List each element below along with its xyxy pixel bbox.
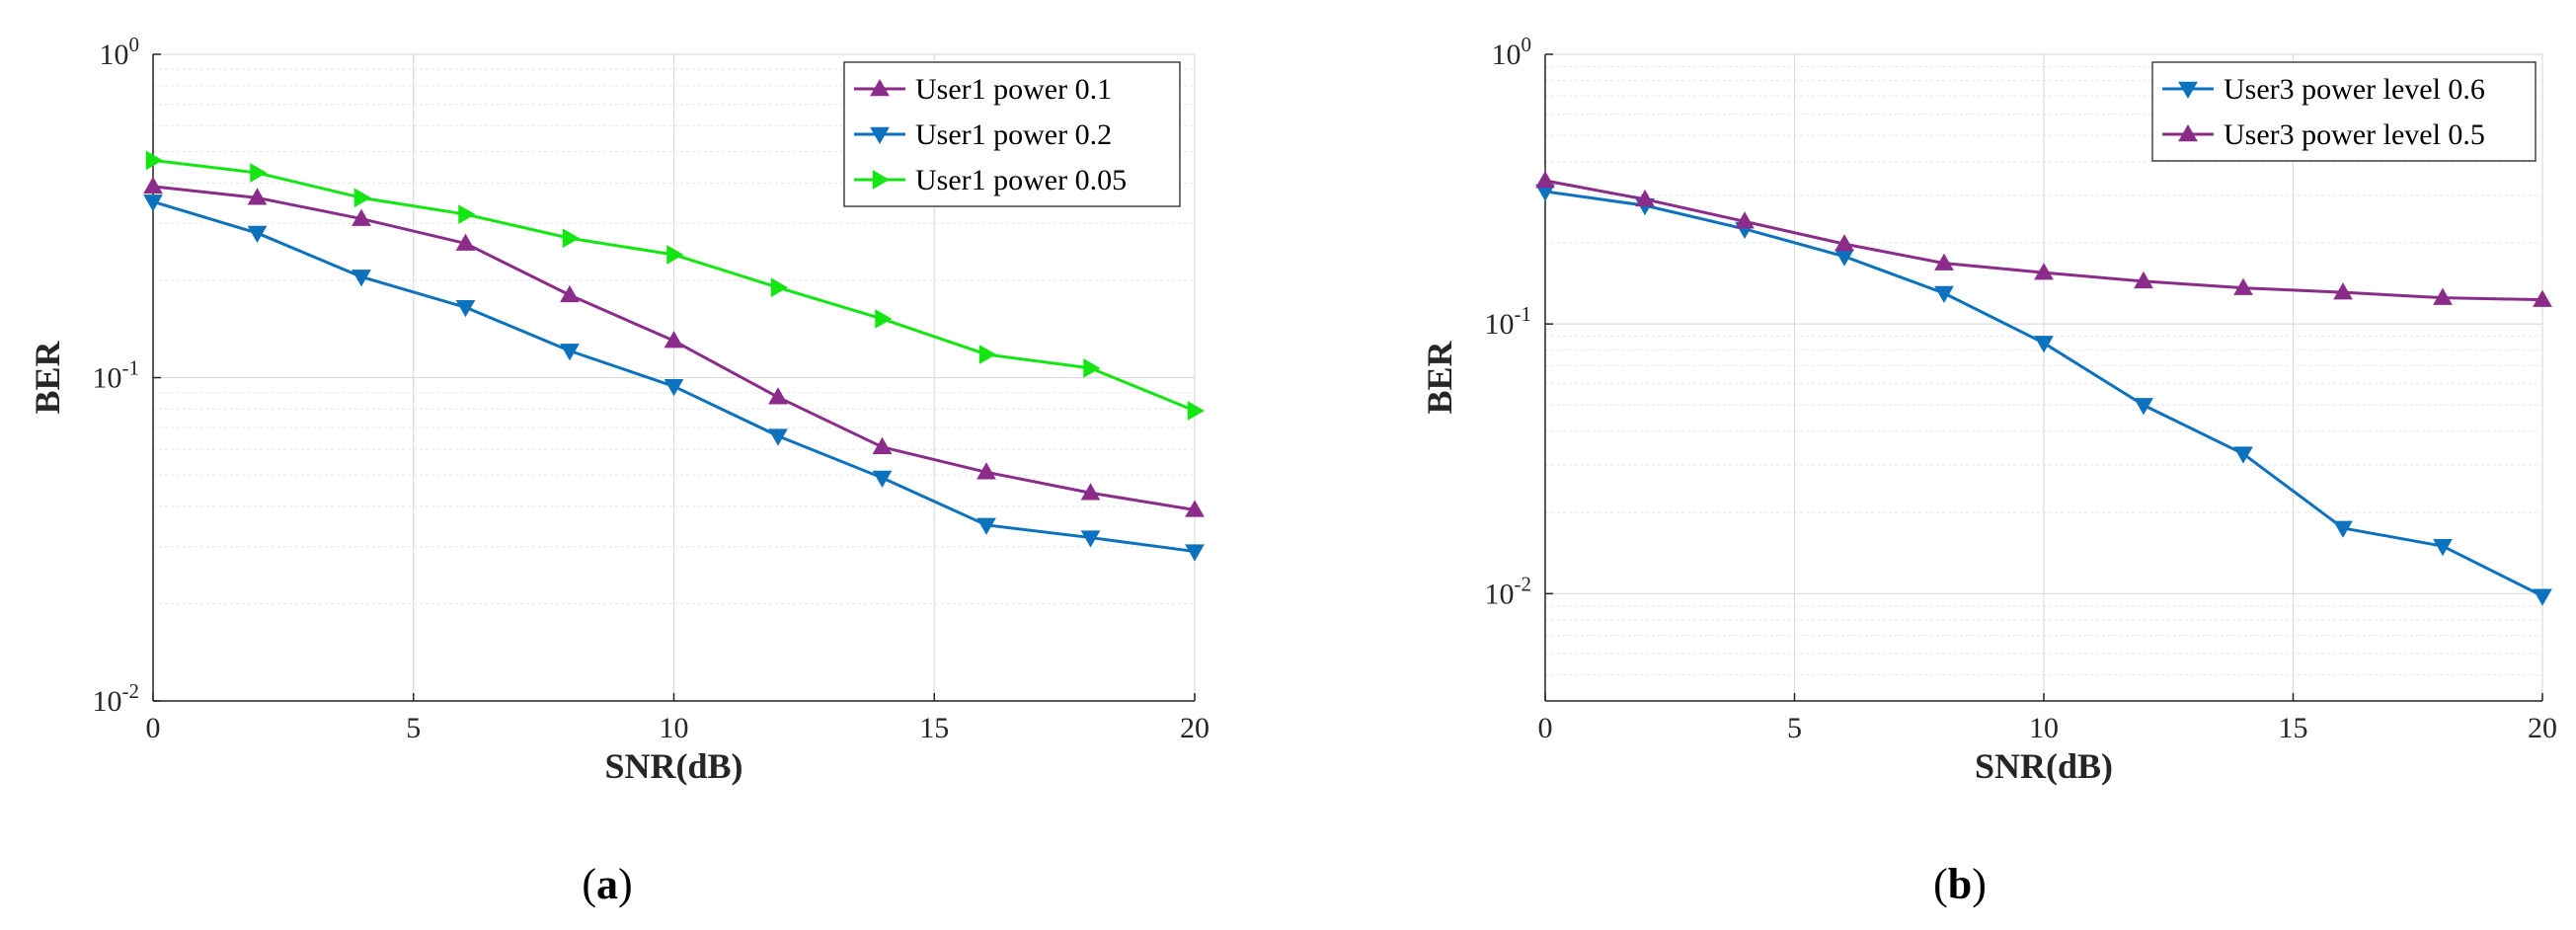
- legend-label: User3 power level 0.6: [2224, 73, 2485, 106]
- x-axis-label: SNR(dB): [1975, 746, 2113, 786]
- legend-marker: [870, 78, 890, 97]
- data-point: [2233, 277, 2253, 295]
- data-point: [2034, 263, 2054, 280]
- x-tick-label: 10: [660, 712, 689, 744]
- y-tick-label: 10-2: [93, 679, 140, 718]
- series-1: [143, 176, 1205, 517]
- data-point: [768, 387, 788, 405]
- legend: User1 power 0.1 User1 power 0.2 User1 powe…: [843, 61, 1181, 207]
- data-point: [143, 194, 163, 212]
- data-point: [145, 150, 164, 171]
- data-point: [872, 436, 893, 455]
- data-point: [2533, 289, 2552, 307]
- legend-box: [2151, 61, 2537, 162]
- data-point: [455, 233, 476, 251]
- x-tick-label: 15: [919, 712, 949, 744]
- data-point: [872, 470, 893, 488]
- data-point: [458, 204, 476, 224]
- data-point: [560, 344, 580, 361]
- data-point: [768, 428, 788, 446]
- data-point: [875, 309, 893, 329]
- data-point: [455, 300, 476, 318]
- data-point: [664, 379, 684, 397]
- y-tick-label: 100: [1492, 33, 1532, 71]
- data-point: [1185, 544, 1205, 562]
- legend-marker: [2178, 123, 2198, 142]
- y-tick-label: 10-1: [1485, 302, 1532, 341]
- data-point: [143, 176, 163, 194]
- legend-marker: [2178, 81, 2198, 100]
- data-point: [1185, 500, 1205, 517]
- x-axis-label: SNR(dB): [604, 746, 742, 786]
- data-point: [976, 462, 996, 480]
- data-point: [353, 188, 372, 208]
- legend-label: User1 power 0.1: [915, 73, 1112, 106]
- x-tick-label: 10: [2029, 712, 2059, 744]
- data-point: [2433, 287, 2453, 305]
- data-point: [2233, 446, 2253, 464]
- data-point: [2333, 520, 2353, 538]
- data-point: [2034, 336, 2054, 353]
- data-point: [1635, 189, 1655, 207]
- legend-marker: [870, 126, 890, 145]
- y-tick-label: 100: [100, 33, 140, 71]
- x-tick-label: 5: [406, 712, 421, 744]
- chart-panel-a: 0 5 10 15 20 10-2 10-1 100 SNR(dB) BER User1 power…: [28, 33, 1210, 908]
- x-tick-label: 20: [1180, 712, 1210, 744]
- data-point: [560, 284, 580, 303]
- legend-marker: [872, 170, 891, 190]
- data-point: [976, 517, 996, 535]
- legend-label: User3 power level 0.5: [2224, 118, 2485, 151]
- series-3: [145, 150, 1206, 421]
- legend-label: User1 power 0.05: [915, 164, 1127, 196]
- x-tick-label: 20: [2528, 712, 2557, 744]
- data-point: [1187, 401, 1206, 421]
- data-point: [247, 188, 268, 205]
- legend: User3 power level 0.6 User3 power level 0…: [2151, 61, 2537, 162]
- x-tick-label: 5: [1787, 712, 1802, 744]
- data-point: [247, 225, 268, 244]
- series-2: [143, 194, 1205, 562]
- panel-label: (a): [582, 860, 632, 908]
- y-axis-label: BER: [1420, 340, 1459, 414]
- data-point: [2134, 398, 2153, 416]
- data-point: [562, 228, 581, 249]
- series-2: [1535, 170, 2552, 307]
- y-axis-label: BER: [28, 340, 67, 414]
- data-point: [250, 163, 268, 183]
- x-tick-label: 0: [1538, 712, 1553, 744]
- data-point: [770, 277, 789, 298]
- data-point: [2433, 538, 2453, 557]
- data-point: [1934, 253, 1954, 271]
- y-tick-label: 10-2: [1485, 572, 1532, 610]
- data-point: [978, 345, 997, 364]
- data-point: [351, 208, 371, 226]
- data-point: [1834, 234, 1854, 252]
- grid: [152, 53, 1196, 702]
- legend-label: User1 power 0.2: [915, 118, 1112, 151]
- data-point: [1083, 358, 1101, 378]
- y-tick-label: 10-1: [93, 356, 140, 395]
- data-point: [1080, 530, 1101, 548]
- data-point: [2333, 282, 2353, 300]
- data-point: [1080, 483, 1101, 501]
- data-point: [2533, 588, 2552, 606]
- panel-label: (b): [1933, 860, 1987, 908]
- data-point: [1934, 285, 1954, 304]
- data-point: [664, 331, 684, 349]
- chart-panel-b: 0 5 10 15 20 10-2 10-1 100 SNR(dB) BER User3 power…: [1420, 33, 2557, 908]
- data-point: [2134, 271, 2153, 289]
- data-point: [666, 245, 684, 265]
- x-tick-label: 15: [2279, 712, 2308, 744]
- data-point: [1535, 170, 1555, 189]
- data-point: [351, 270, 371, 287]
- data-point: [1735, 211, 1755, 229]
- x-tick-label: 0: [146, 712, 161, 744]
